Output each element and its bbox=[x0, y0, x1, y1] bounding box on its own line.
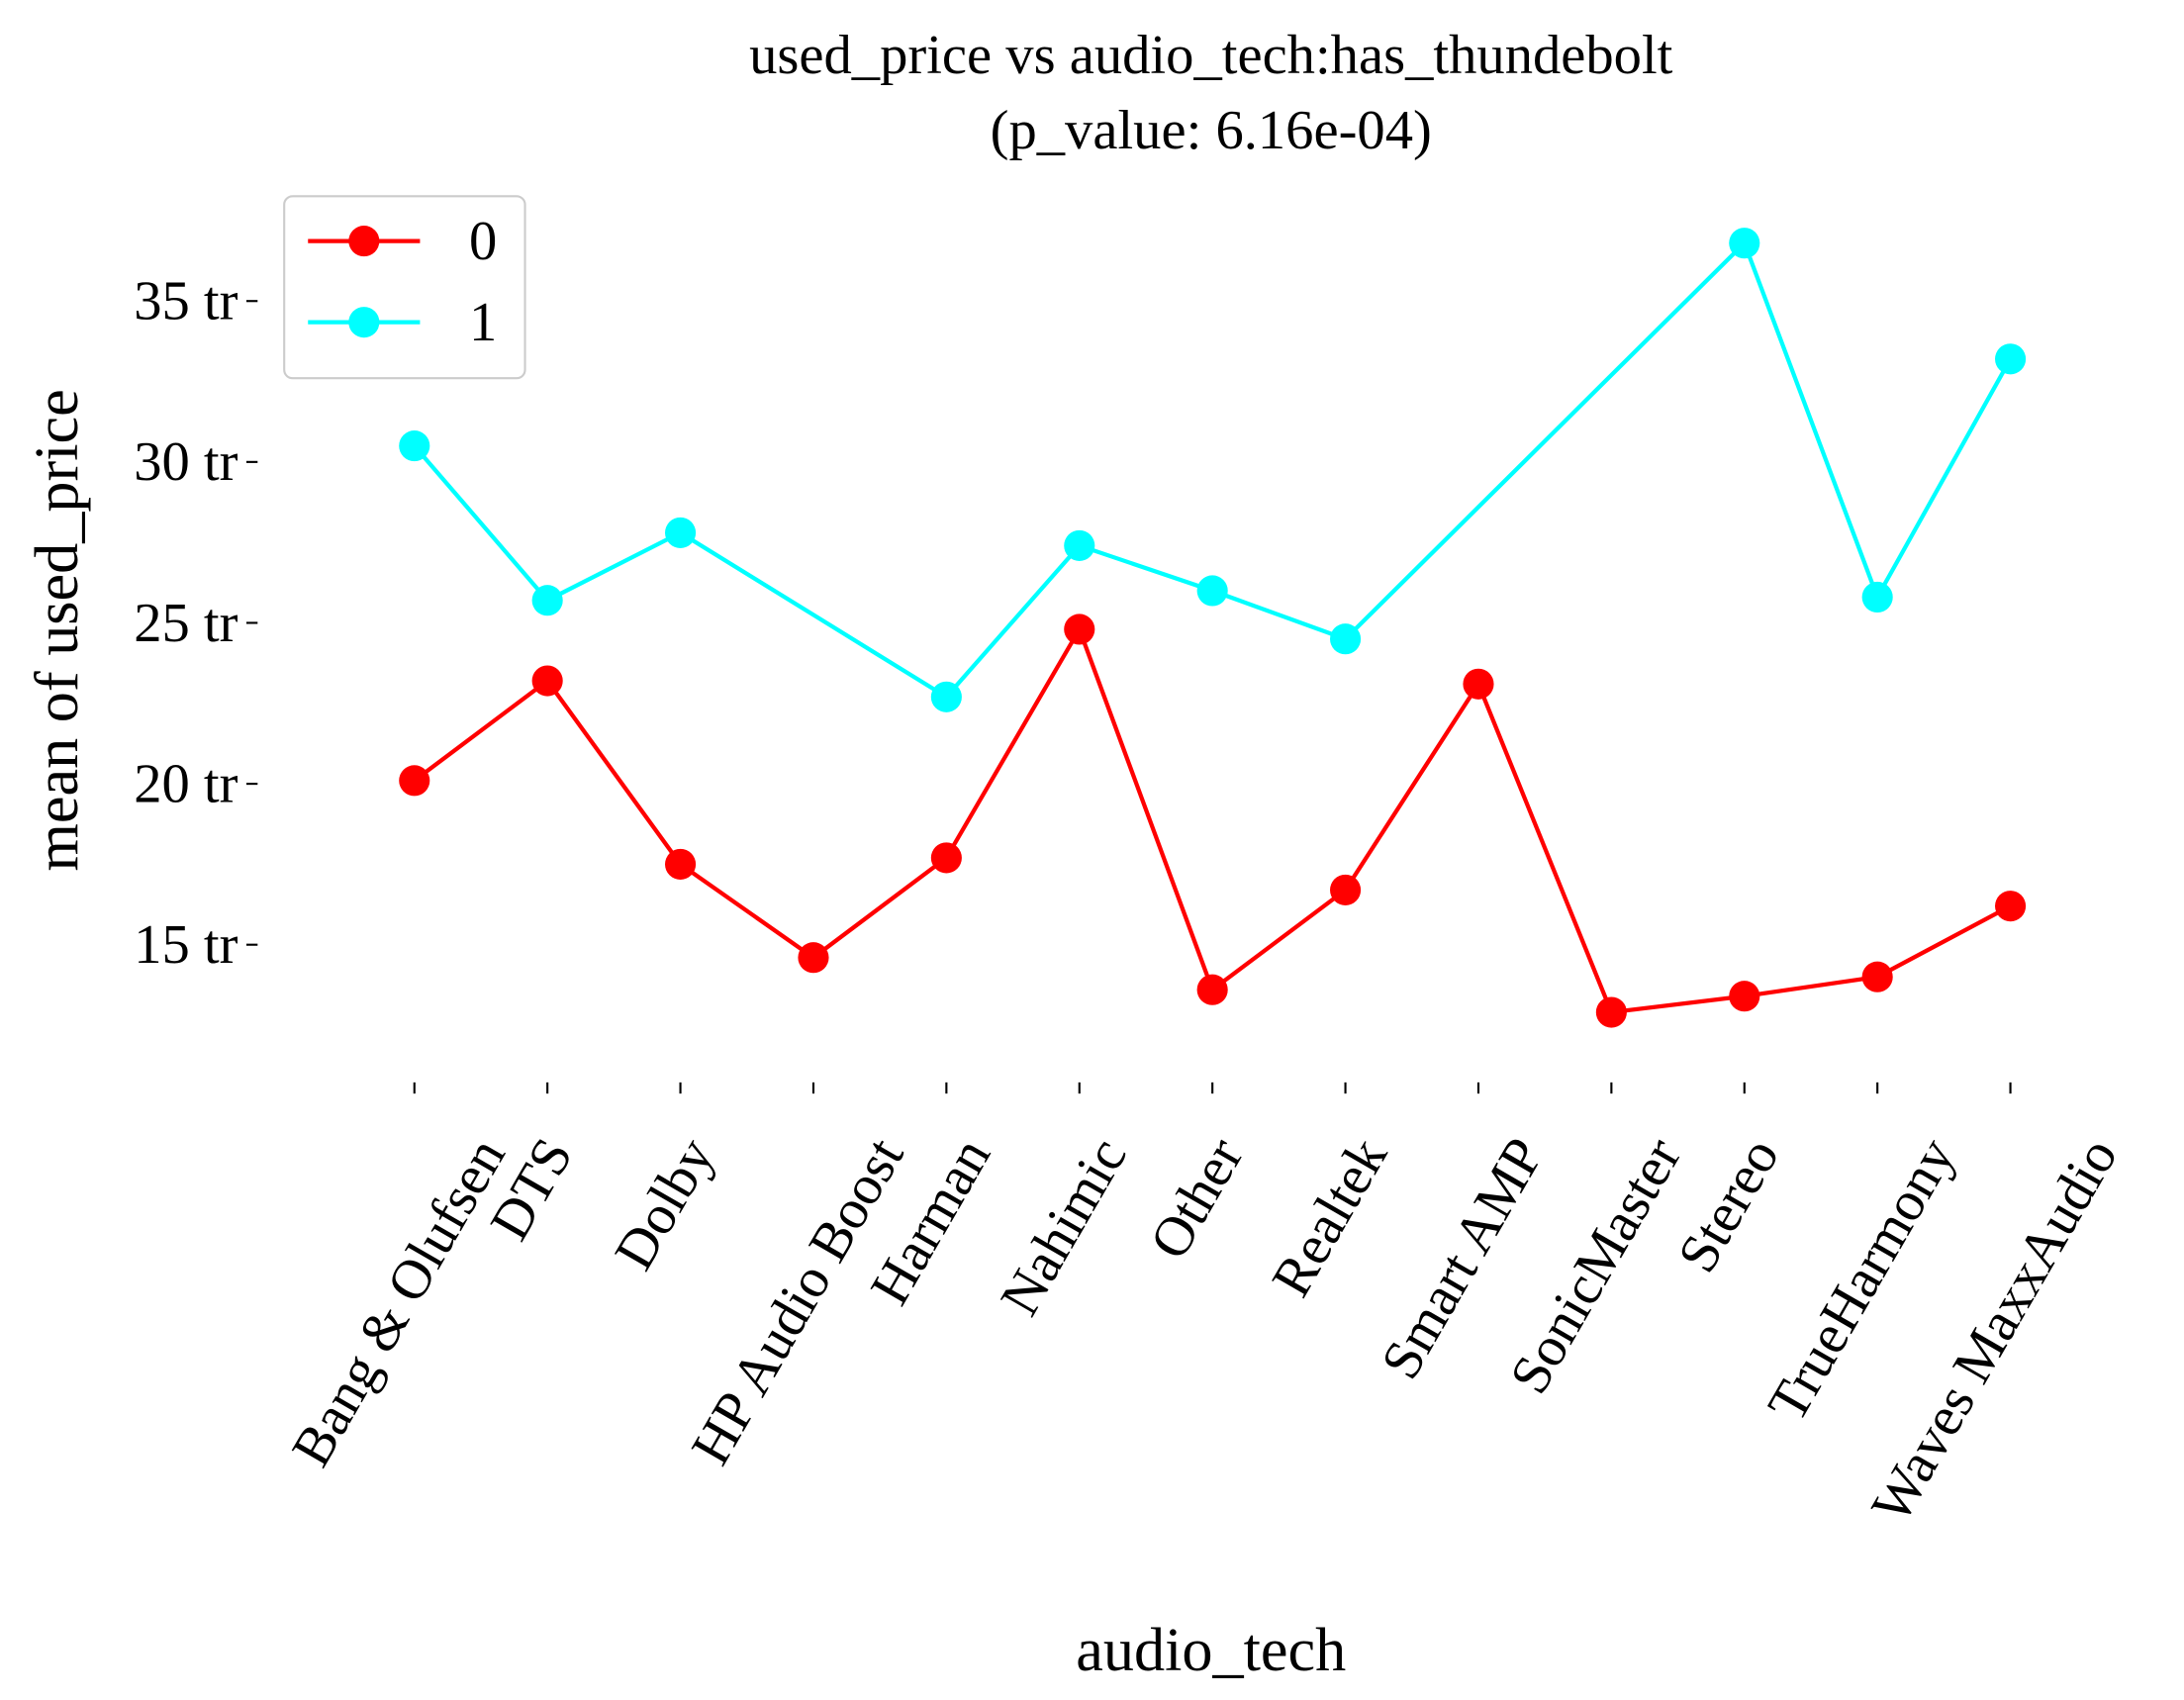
chart-title: used_price vs audio_tech:has_thundebolt bbox=[749, 25, 1673, 86]
y-tick-label: 35 tr bbox=[134, 271, 237, 332]
x-axis-label: audio_tech bbox=[1076, 1617, 1346, 1684]
x-tick-label: HP Audio Boost bbox=[680, 1128, 915, 1475]
legend-marker bbox=[348, 307, 380, 338]
data-point bbox=[1595, 996, 1627, 1028]
data-point bbox=[1196, 575, 1228, 607]
y-tick-label: 15 tr bbox=[134, 914, 237, 976]
data-point bbox=[1729, 228, 1760, 259]
legend-label: 0 bbox=[469, 211, 497, 272]
data-point bbox=[531, 585, 563, 616]
x-tick-label: Other bbox=[1139, 1128, 1256, 1270]
data-point bbox=[1861, 581, 1893, 614]
data-point bbox=[1861, 961, 1893, 992]
y-axis-label: mean of used_price bbox=[24, 389, 91, 871]
data-point bbox=[1064, 614, 1095, 645]
x-tick-label: Realtek bbox=[1261, 1127, 1399, 1306]
data-point bbox=[1330, 623, 1362, 655]
series-line bbox=[413, 624, 2012, 1015]
data-point bbox=[399, 430, 430, 462]
data-point bbox=[1729, 981, 1760, 1012]
data-point bbox=[930, 842, 962, 874]
data-point bbox=[1196, 974, 1228, 1005]
data-point bbox=[665, 848, 697, 880]
y-tick-label: 25 tr bbox=[134, 593, 237, 654]
data-point bbox=[531, 665, 563, 697]
y-tick-label: 30 tr bbox=[134, 431, 237, 493]
data-point bbox=[930, 681, 962, 712]
x-tick-label: Bang & Olufsen bbox=[281, 1128, 518, 1476]
data-point bbox=[1463, 668, 1494, 700]
series-line bbox=[413, 238, 2013, 701]
x-tick-label: Nahimic bbox=[990, 1128, 1139, 1326]
x-tick-label: Dolby bbox=[604, 1127, 727, 1279]
data-point bbox=[399, 765, 430, 797]
data-point bbox=[1995, 891, 2027, 922]
y-tick-label: 20 tr bbox=[134, 753, 237, 814]
legend-label: 1 bbox=[469, 292, 497, 353]
data-point bbox=[665, 517, 697, 548]
chart-subtitle: (p_value: 6.16e-04) bbox=[991, 100, 1432, 161]
data-point bbox=[798, 942, 829, 974]
data-point bbox=[1330, 874, 1362, 905]
data-point bbox=[1995, 343, 2027, 375]
x-tick-label: Stereo bbox=[1666, 1128, 1791, 1282]
data-point bbox=[1064, 529, 1095, 561]
legend-marker bbox=[348, 226, 380, 257]
